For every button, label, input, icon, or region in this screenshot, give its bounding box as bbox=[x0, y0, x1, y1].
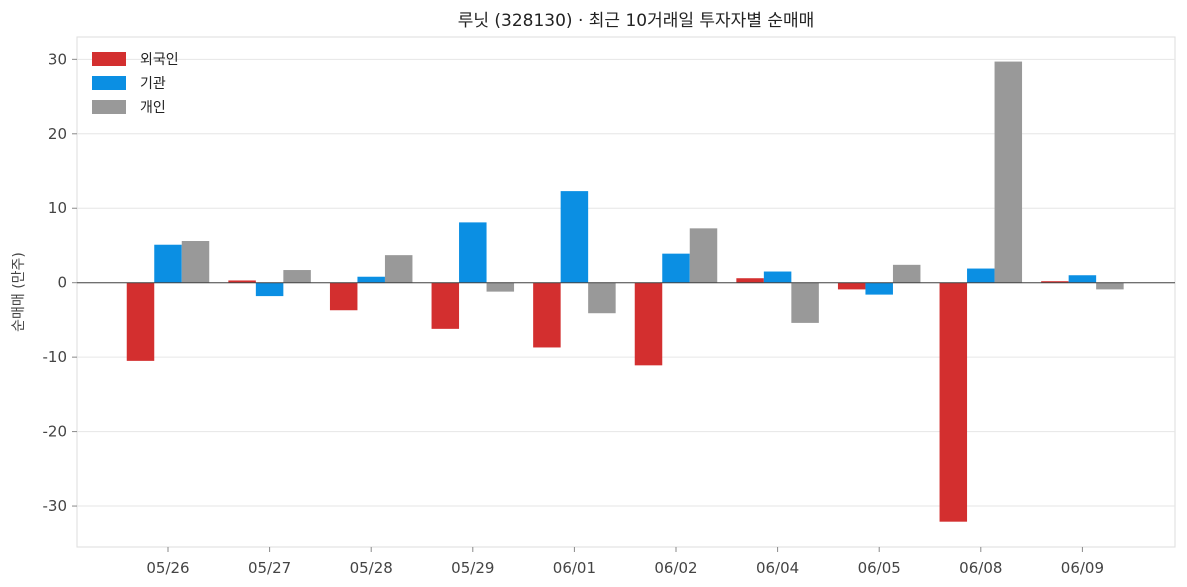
y-tick-label: 30 bbox=[48, 50, 67, 68]
bar-1-7 bbox=[736, 278, 764, 283]
bar-3-9 bbox=[994, 61, 1023, 283]
y-tick-label: 10 bbox=[48, 199, 67, 217]
bar-1-4 bbox=[431, 282, 460, 329]
bar-3-1 bbox=[181, 241, 210, 283]
bar-1-10 bbox=[1041, 281, 1069, 283]
bar-3-8 bbox=[892, 264, 921, 283]
legend-swatch bbox=[92, 100, 126, 114]
y-tick-label: -30 bbox=[43, 497, 68, 515]
x-tick-label: 06/05 bbox=[858, 559, 901, 577]
bar-2-6 bbox=[662, 253, 690, 283]
x-tick-label: 05/28 bbox=[350, 559, 393, 577]
bar-3-5 bbox=[588, 282, 616, 314]
bar-2-8 bbox=[865, 282, 893, 295]
bar-3-7 bbox=[791, 282, 819, 323]
x-tick-label: 06/09 bbox=[1061, 559, 1104, 577]
bar-3-10 bbox=[1096, 282, 1124, 290]
bar-2-5 bbox=[560, 191, 589, 283]
bar-2-3 bbox=[357, 276, 385, 283]
legend-label: 기관 bbox=[140, 76, 166, 92]
x-tick-label: 06/04 bbox=[756, 559, 799, 577]
y-tick-label: 20 bbox=[48, 125, 67, 143]
bar-2-10 bbox=[1068, 275, 1097, 283]
bar-1-6 bbox=[634, 282, 663, 366]
bar-3-6 bbox=[689, 228, 718, 283]
bar-1-5 bbox=[533, 282, 561, 348]
bar-1-2 bbox=[228, 280, 256, 283]
bar-2-7 bbox=[763, 271, 792, 283]
bar-1-3 bbox=[329, 282, 358, 311]
bar-3-4 bbox=[486, 282, 515, 292]
x-tick-labels: 05/26 05/27 05/28 05/29 06/01 06/02 06/04 06/05… bbox=[146, 547, 1104, 577]
gridlines bbox=[77, 58, 1175, 507]
bar-1-1 bbox=[126, 282, 155, 361]
bar-2-2 bbox=[255, 282, 284, 297]
bar-2-9 bbox=[967, 268, 995, 283]
chart-title: 루닛 (328130) · 최근 10거래일 투자자별 순매매 bbox=[458, 11, 815, 31]
bar-2-1 bbox=[154, 244, 182, 283]
x-tick-label: 06/02 bbox=[654, 559, 697, 577]
x-tick-label: 05/26 bbox=[146, 559, 189, 577]
y-axis-label: 순매매 (만주) bbox=[11, 252, 27, 332]
x-tick-label: 05/27 bbox=[248, 559, 291, 577]
bar-2-4 bbox=[459, 222, 487, 283]
legend-swatch bbox=[92, 52, 126, 66]
y-tick-label: -10 bbox=[43, 348, 68, 366]
y-tick-label: 0 bbox=[57, 274, 67, 292]
x-tick-label: 06/01 bbox=[553, 559, 596, 577]
x-tick-label: 06/08 bbox=[959, 559, 1002, 577]
bar-marks bbox=[126, 61, 1124, 522]
y-tick-labels: 30 20 10 0 -10 -20 -30 bbox=[43, 50, 77, 515]
legend-swatch bbox=[92, 76, 126, 90]
y-tick-label: -20 bbox=[43, 423, 68, 441]
bar-3-2 bbox=[283, 270, 311, 283]
legend-label: 외국인 bbox=[140, 52, 179, 68]
bar-1-9 bbox=[939, 282, 968, 522]
legend-label: 개인 bbox=[140, 100, 166, 116]
bar-3-3 bbox=[384, 255, 413, 283]
x-tick-label: 05/29 bbox=[451, 559, 494, 577]
bar-1-8 bbox=[837, 282, 866, 290]
